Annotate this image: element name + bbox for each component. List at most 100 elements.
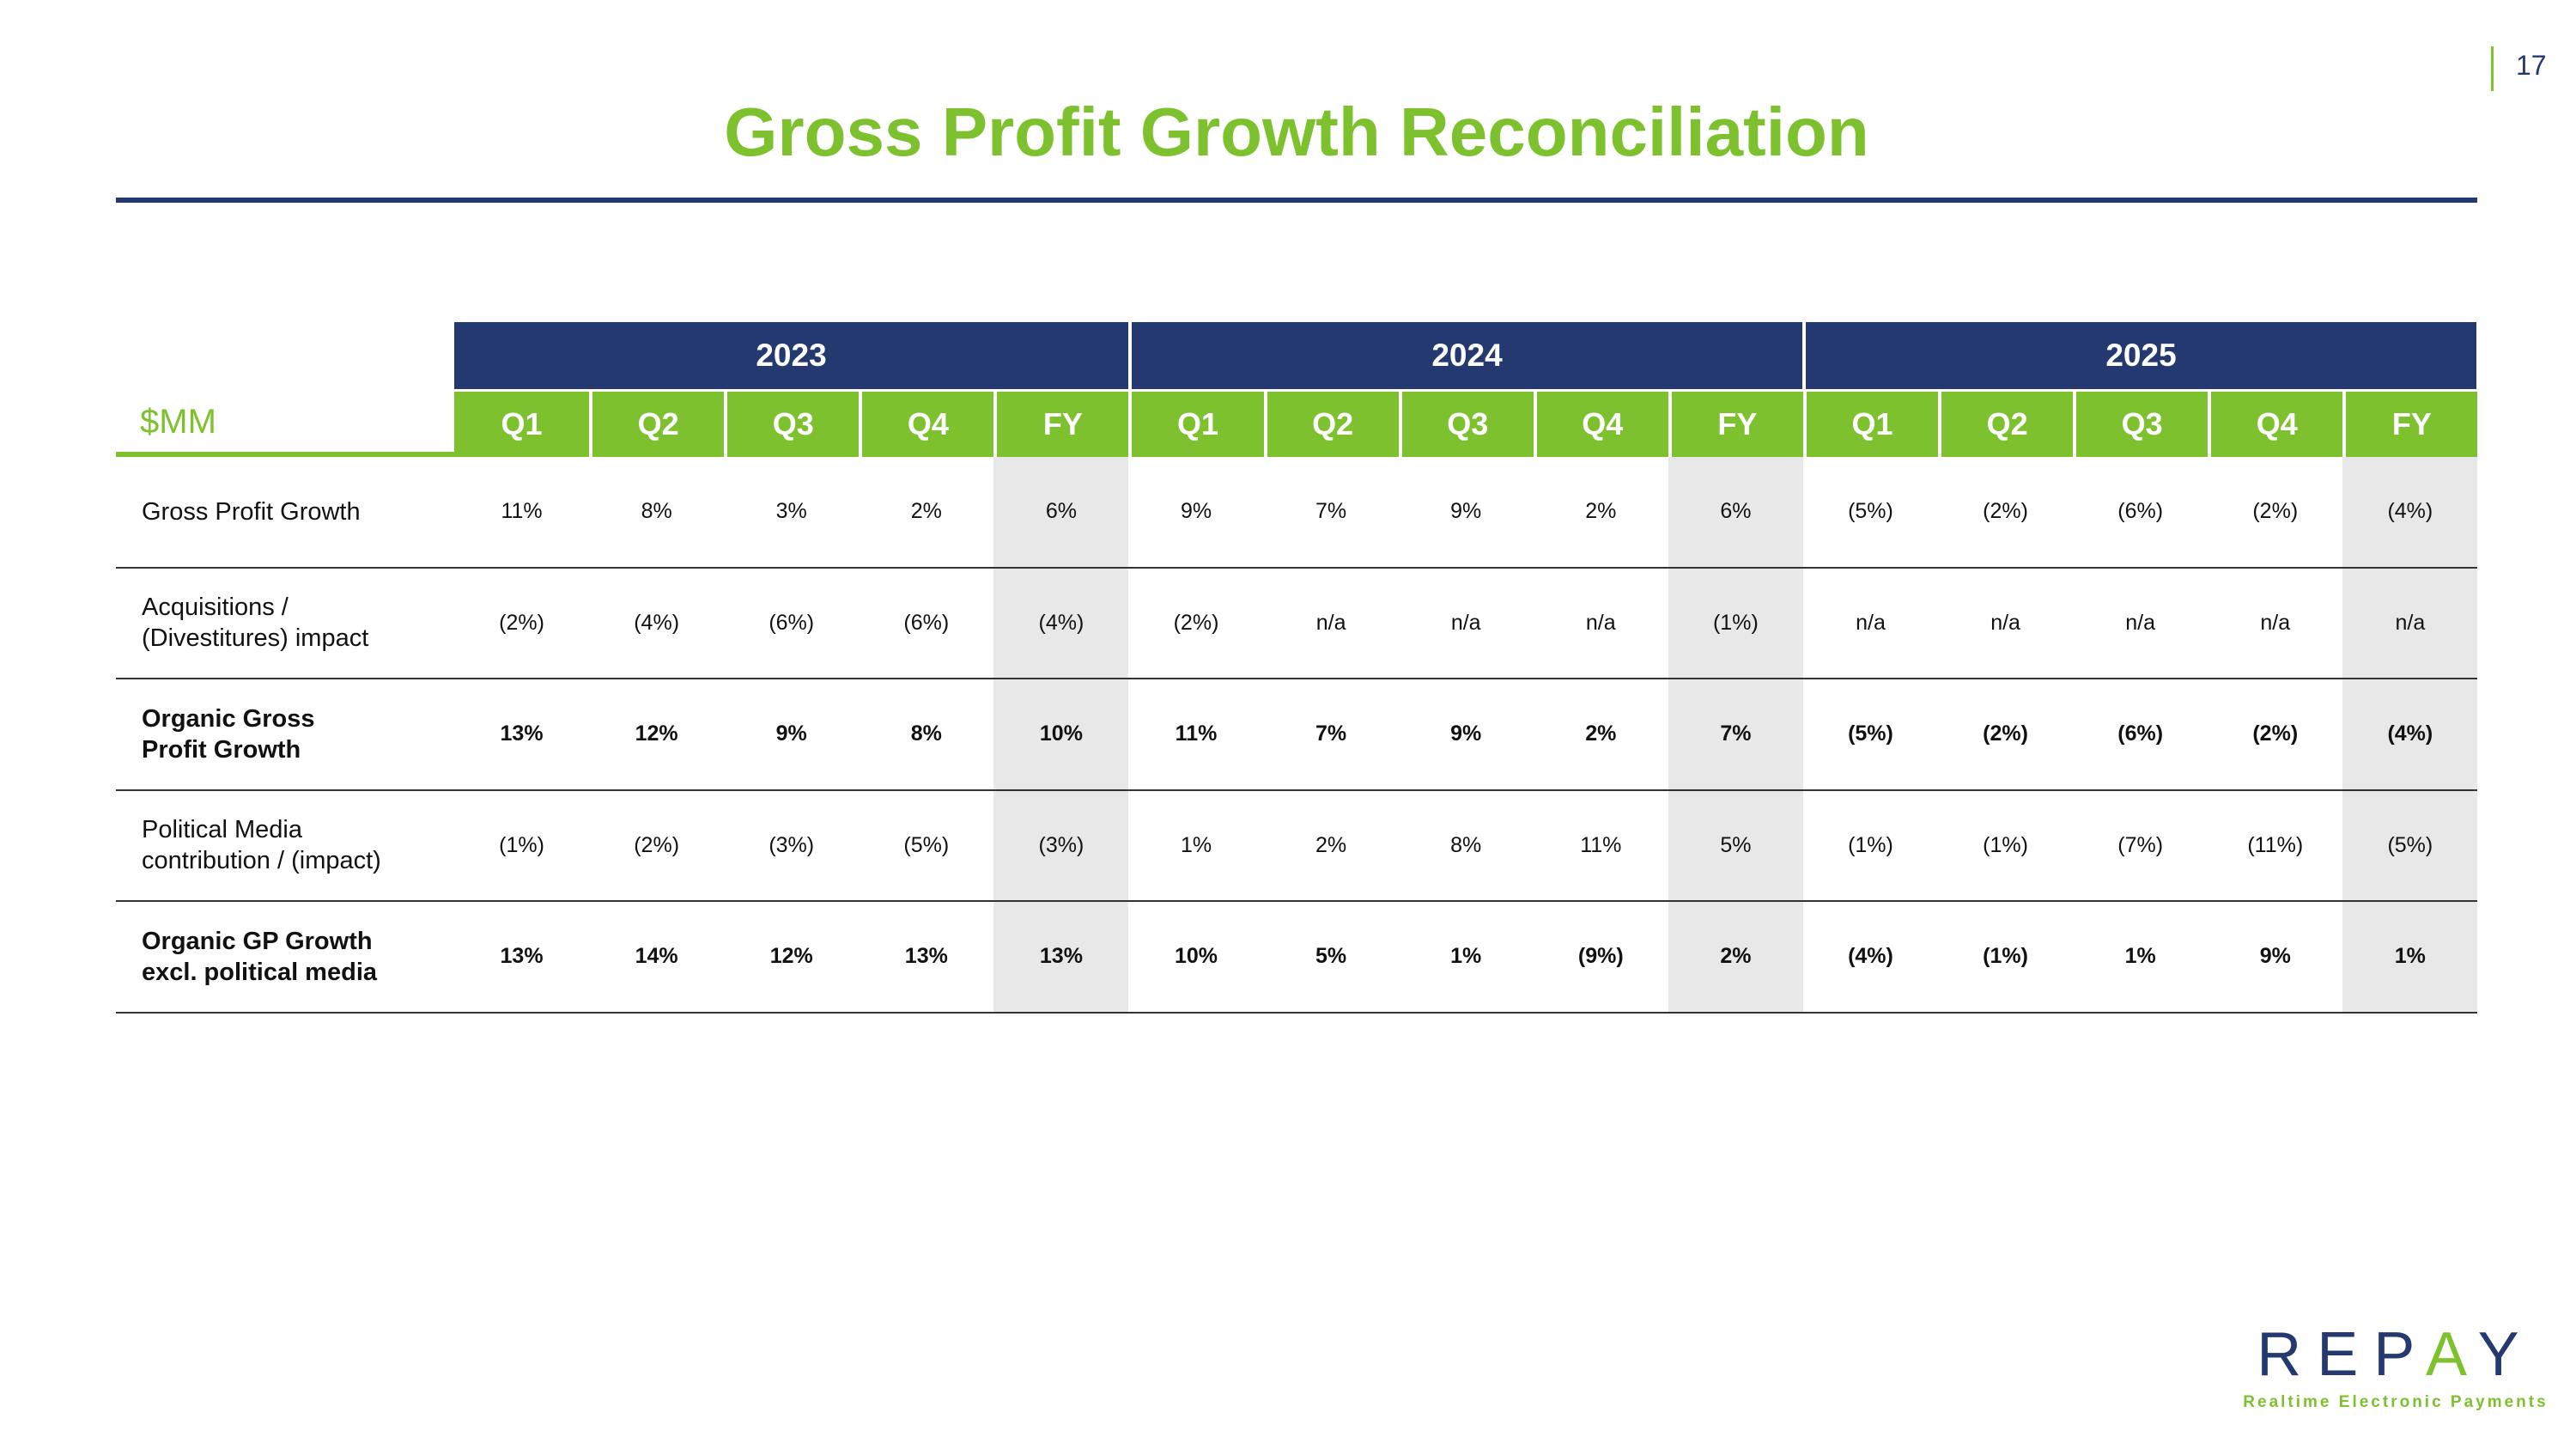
row-label-line: excl. political media bbox=[142, 958, 377, 986]
table-cell: (1%) bbox=[1668, 568, 1803, 678]
table-row: Acquisitions / (Divestitures) impact (2%) (… bbox=[116, 568, 2478, 679]
row-label-line: Gross Profit Growth bbox=[142, 497, 361, 526]
table-cell: 3% bbox=[775, 499, 807, 524]
repay-logo: REPAY Realtime Electronic Payments bbox=[2241, 1319, 2550, 1412]
table-cell: (2%) bbox=[634, 832, 680, 857]
table-cell: 2% bbox=[1668, 902, 1803, 1012]
table-body: Gross Profit Growth 11% 8% 3% 2% 6% 9% 7% 9% 2% 6%… bbox=[116, 457, 2478, 1014]
year-header: 2023 bbox=[454, 322, 1128, 389]
table-cell: (4%) bbox=[1848, 944, 1893, 969]
table-cell: 6% bbox=[1668, 457, 1803, 567]
table-cell: 7% bbox=[1668, 679, 1803, 789]
table-cell: (6%) bbox=[903, 610, 950, 635]
period-header: Q4 bbox=[859, 392, 994, 457]
logo-wordmark: REPAY bbox=[2257, 1320, 2535, 1389]
table-cell: 2% bbox=[910, 499, 942, 524]
table-cell: 9% bbox=[775, 721, 807, 746]
table-cell: (2%) bbox=[2252, 499, 2299, 524]
period-header: Q2 bbox=[1938, 392, 2074, 457]
table-cell: 11% bbox=[1580, 832, 1622, 857]
year-header: 2024 bbox=[1128, 322, 1802, 389]
table-cell: (11%) bbox=[2247, 832, 2304, 857]
table-cell: 2% bbox=[1315, 832, 1347, 857]
table-cell: 14% bbox=[635, 944, 678, 969]
table-cell: (2%) bbox=[1983, 499, 2028, 524]
table-cell: n/a bbox=[1990, 610, 2020, 635]
page-number: 17 bbox=[2516, 50, 2547, 81]
table-cell: 12% bbox=[769, 944, 813, 969]
table-cell: n/a bbox=[2125, 610, 2156, 635]
row-label: Acquisitions / (Divestitures) impact bbox=[116, 569, 454, 679]
table-cell: n/a bbox=[1315, 610, 1346, 635]
table-cell: 7% bbox=[1315, 499, 1347, 524]
table-cell: 5% bbox=[1315, 944, 1347, 969]
period-header-row: $MM Q1 Q2 Q3 Q4 FY Q1 Q2 Q3 Q4 FY Q1 Q2 Q3 Q4 FY bbox=[116, 392, 2478, 457]
table-cell: (7%) bbox=[2117, 832, 2164, 857]
table-cell: (2%) bbox=[1983, 721, 2028, 746]
table-row: Organic Gross Profit Growth 13% 12% 9% 8% 10% 1… bbox=[116, 679, 2478, 791]
table-cell: (3%) bbox=[769, 832, 815, 857]
table-cell: 11% bbox=[501, 499, 543, 524]
period-header: Q4 bbox=[2208, 392, 2343, 457]
row-label-line: Organic GP Growth bbox=[142, 927, 373, 955]
table-row: Organic GP Growth excl. political media 13… bbox=[116, 902, 2478, 1014]
table-cell: n/a bbox=[1585, 610, 1616, 635]
table-row: Political Media contribution / (impact) (1… bbox=[116, 790, 2478, 902]
table-cell: (1%) bbox=[1848, 832, 1893, 857]
period-header: FY bbox=[993, 392, 1129, 457]
table-cell: 8% bbox=[1450, 832, 1482, 857]
table-cell: (2%) bbox=[499, 610, 544, 635]
logo-tagline: Realtime Electronic Payments bbox=[2243, 1393, 2549, 1411]
table-cell: 13% bbox=[500, 721, 544, 746]
reconciliation-table: 2023 2024 2025 $MM Q1 Q2 Q3 Q4 FY Q1 Q2 Q3 Q4 FY Q… bbox=[116, 322, 2478, 1014]
table-cell: n/a bbox=[2260, 610, 2291, 635]
table-cell: n/a bbox=[1856, 610, 1886, 635]
row-label-line: contribution / (impact) bbox=[142, 847, 381, 875]
table-cell: 10% bbox=[993, 679, 1129, 789]
row-label-line: Profit Growth bbox=[142, 735, 301, 764]
title-rule bbox=[116, 198, 2477, 203]
table-cell: 2% bbox=[1585, 721, 1617, 746]
table-cell: (5%) bbox=[1848, 499, 1893, 524]
table-cell: 11% bbox=[1175, 721, 1218, 746]
table-cell: 1% bbox=[1180, 832, 1212, 857]
page-number-divider bbox=[2491, 46, 2494, 91]
row-label: Organic GP Growth excl. political media bbox=[116, 902, 454, 1012]
table-cell: 8% bbox=[910, 721, 942, 746]
period-header: FY bbox=[2342, 392, 2478, 457]
period-header: Q1 bbox=[1802, 392, 1939, 457]
table-cell: 7% bbox=[1315, 721, 1347, 746]
table-cell: 6% bbox=[993, 457, 1129, 567]
period-header: Q3 bbox=[1398, 392, 1534, 457]
row-label-line: (Divestitures) impact bbox=[142, 624, 369, 653]
table-cell: 5% bbox=[1668, 790, 1803, 900]
table-cell: n/a bbox=[2342, 568, 2478, 678]
table-cell: (5%) bbox=[1848, 721, 1893, 746]
period-header: FY bbox=[1668, 392, 1803, 457]
table-cell: 1% bbox=[1450, 944, 1482, 969]
table-cell: (4%) bbox=[993, 568, 1129, 678]
page-title: Gross Profit Growth Reconciliation bbox=[724, 94, 1869, 170]
table-cell: (5%) bbox=[903, 832, 950, 857]
table-cell: (5%) bbox=[2342, 790, 2478, 900]
row-label-line: Acquisitions / bbox=[142, 594, 289, 622]
table-cell: 8% bbox=[641, 499, 672, 524]
table-cell: 9% bbox=[1450, 721, 1482, 746]
period-header: Q4 bbox=[1533, 392, 1668, 457]
table-cell: 2% bbox=[1585, 499, 1617, 524]
table-cell: (6%) bbox=[2117, 499, 2164, 524]
table-cell: (4%) bbox=[634, 610, 680, 635]
table-cell: (6%) bbox=[769, 610, 815, 635]
table-cell: 10% bbox=[1174, 944, 1218, 969]
table-cell: 9% bbox=[2259, 944, 2291, 969]
table-cell: (1%) bbox=[1983, 944, 2028, 969]
period-header: Q3 bbox=[724, 392, 860, 457]
row-label-line: Political Media bbox=[142, 816, 302, 844]
table-cell: (4%) bbox=[2342, 679, 2478, 789]
period-header: Q3 bbox=[2073, 392, 2208, 457]
table-cell: (4%) bbox=[2342, 457, 2478, 567]
period-header: Q2 bbox=[1263, 392, 1399, 457]
table-cell: (1%) bbox=[1983, 832, 2028, 857]
table-cell: 13% bbox=[904, 944, 948, 969]
row-label-line: Organic Gross bbox=[142, 704, 315, 733]
